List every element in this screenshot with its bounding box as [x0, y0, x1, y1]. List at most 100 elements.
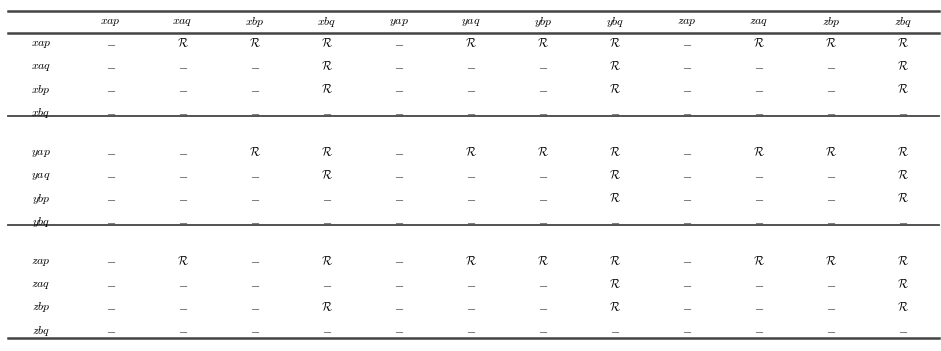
Text: $\mathcal{R}$: $\mathcal{R}$: [321, 83, 333, 96]
Text: $-$: $-$: [466, 60, 476, 73]
Text: $-$: $-$: [826, 215, 837, 228]
Text: $-$: $-$: [538, 106, 548, 119]
Text: $-$: $-$: [610, 106, 620, 119]
Text: $\mathcal{R}$: $\mathcal{R}$: [321, 146, 333, 159]
Text: $-$: $-$: [682, 324, 692, 337]
Text: $-$: $-$: [393, 146, 404, 159]
Text: $-$: $-$: [249, 255, 260, 268]
Text: $-$: $-$: [826, 106, 837, 119]
Text: $\mathcal{R}$: $\mathcal{R}$: [609, 37, 621, 50]
Text: $-$: $-$: [682, 83, 692, 96]
Text: $-$: $-$: [538, 324, 548, 337]
Text: $-$: $-$: [105, 146, 116, 159]
Text: $\mathit{zbq}$: $\mathit{zbq}$: [894, 14, 912, 28]
Text: $\mathit{zbp}$: $\mathit{zbp}$: [821, 14, 840, 28]
Text: $\mathcal{R}$: $\mathcal{R}$: [465, 146, 477, 159]
Text: $-$: $-$: [178, 169, 188, 182]
Text: $-$: $-$: [393, 83, 404, 96]
Text: $-$: $-$: [538, 192, 548, 205]
Text: $-$: $-$: [249, 169, 260, 182]
Text: $\mathit{xaq}$: $\mathit{xaq}$: [31, 60, 51, 73]
Text: $-$: $-$: [105, 215, 116, 228]
Text: $\mathit{xap}$: $\mathit{xap}$: [101, 15, 121, 28]
Text: $\mathit{xap}$: $\mathit{xap}$: [31, 37, 52, 50]
Text: $\mathcal{R}$: $\mathcal{R}$: [465, 37, 477, 50]
Text: $\mathcal{R}$: $\mathcal{R}$: [321, 169, 333, 182]
Text: $\mathcal{R}$: $\mathcal{R}$: [753, 255, 765, 268]
Text: $\mathcal{R}$: $\mathcal{R}$: [321, 255, 333, 268]
Text: $-$: $-$: [393, 324, 404, 337]
Text: $-$: $-$: [249, 60, 260, 73]
Text: $-$: $-$: [466, 324, 476, 337]
Text: $-$: $-$: [826, 60, 837, 73]
Text: $-$: $-$: [178, 146, 188, 159]
Text: $-$: $-$: [105, 169, 116, 182]
Text: $-$: $-$: [754, 215, 764, 228]
Text: $\mathit{yap}$: $\mathit{yap}$: [389, 15, 408, 28]
Text: $-$: $-$: [393, 192, 404, 205]
Text: $-$: $-$: [682, 37, 692, 50]
Text: $-$: $-$: [178, 106, 188, 119]
Text: $\mathcal{R}$: $\mathcal{R}$: [609, 278, 621, 291]
Text: $-$: $-$: [393, 255, 404, 268]
Text: $\mathit{ybq}$: $\mathit{ybq}$: [32, 215, 50, 229]
Text: $\mathit{xbq}$: $\mathit{xbq}$: [31, 106, 51, 120]
Text: $\mathcal{R}$: $\mathcal{R}$: [537, 37, 549, 50]
Text: $-$: $-$: [826, 278, 837, 291]
Text: $\mathcal{R}$: $\mathcal{R}$: [609, 301, 621, 314]
Text: $-$: $-$: [178, 324, 188, 337]
Text: $-$: $-$: [682, 215, 692, 228]
Text: $-$: $-$: [682, 60, 692, 73]
Text: $\mathcal{R}$: $\mathcal{R}$: [609, 146, 621, 159]
Text: $\mathit{xaq}$: $\mathit{xaq}$: [172, 15, 193, 28]
Text: $\mathcal{R}$: $\mathcal{R}$: [897, 146, 909, 159]
Text: $-$: $-$: [826, 169, 837, 182]
Text: $-$: $-$: [538, 278, 548, 291]
Text: $\mathcal{R}$: $\mathcal{R}$: [177, 255, 188, 268]
Text: $-$: $-$: [682, 301, 692, 314]
Text: $\mathcal{R}$: $\mathcal{R}$: [753, 146, 765, 159]
Text: $\mathcal{R}$: $\mathcal{R}$: [177, 37, 188, 50]
Text: $\mathit{xbp}$: $\mathit{xbp}$: [245, 14, 264, 28]
Text: $\mathit{zbp}$: $\mathit{zbp}$: [32, 300, 50, 314]
Text: $-$: $-$: [105, 324, 116, 337]
Text: $-$: $-$: [898, 106, 908, 119]
Text: $-$: $-$: [754, 60, 764, 73]
Text: $-$: $-$: [682, 255, 692, 268]
Text: $-$: $-$: [178, 301, 188, 314]
Text: $\mathcal{R}$: $\mathcal{R}$: [897, 169, 909, 182]
Text: $\mathcal{R}$: $\mathcal{R}$: [897, 37, 909, 50]
Text: $-$: $-$: [105, 106, 116, 119]
Text: $\mathcal{R}$: $\mathcal{R}$: [248, 146, 261, 159]
Text: $-$: $-$: [322, 215, 332, 228]
Text: $-$: $-$: [178, 278, 188, 291]
Text: $-$: $-$: [754, 301, 764, 314]
Text: $-$: $-$: [898, 324, 908, 337]
Text: $\mathcal{R}$: $\mathcal{R}$: [897, 192, 909, 205]
Text: $\mathcal{R}$: $\mathcal{R}$: [321, 37, 333, 50]
Text: $-$: $-$: [105, 37, 116, 50]
Text: $-$: $-$: [826, 192, 837, 205]
Text: $-$: $-$: [682, 146, 692, 159]
Text: $\mathcal{R}$: $\mathcal{R}$: [609, 169, 621, 182]
Text: $-$: $-$: [466, 169, 476, 182]
Text: $-$: $-$: [754, 106, 764, 119]
Text: $\mathit{ybp}$: $\mathit{ybp}$: [32, 192, 51, 206]
Text: $-$: $-$: [826, 301, 837, 314]
Text: $\mathit{xbq}$: $\mathit{xbq}$: [317, 14, 336, 28]
Text: $-$: $-$: [754, 324, 764, 337]
Text: $-$: $-$: [249, 324, 260, 337]
Text: $-$: $-$: [249, 278, 260, 291]
Text: $-$: $-$: [393, 278, 404, 291]
Text: $-$: $-$: [682, 169, 692, 182]
Text: $-$: $-$: [249, 192, 260, 205]
Text: $-$: $-$: [322, 278, 332, 291]
Text: $\mathcal{R}$: $\mathcal{R}$: [825, 255, 837, 268]
Text: $-$: $-$: [105, 301, 116, 314]
Text: $-$: $-$: [898, 215, 908, 228]
Text: $-$: $-$: [754, 192, 764, 205]
Text: $-$: $-$: [466, 301, 476, 314]
Text: $\mathcal{R}$: $\mathcal{R}$: [465, 255, 477, 268]
Text: $-$: $-$: [826, 324, 837, 337]
Text: $-$: $-$: [393, 60, 404, 73]
